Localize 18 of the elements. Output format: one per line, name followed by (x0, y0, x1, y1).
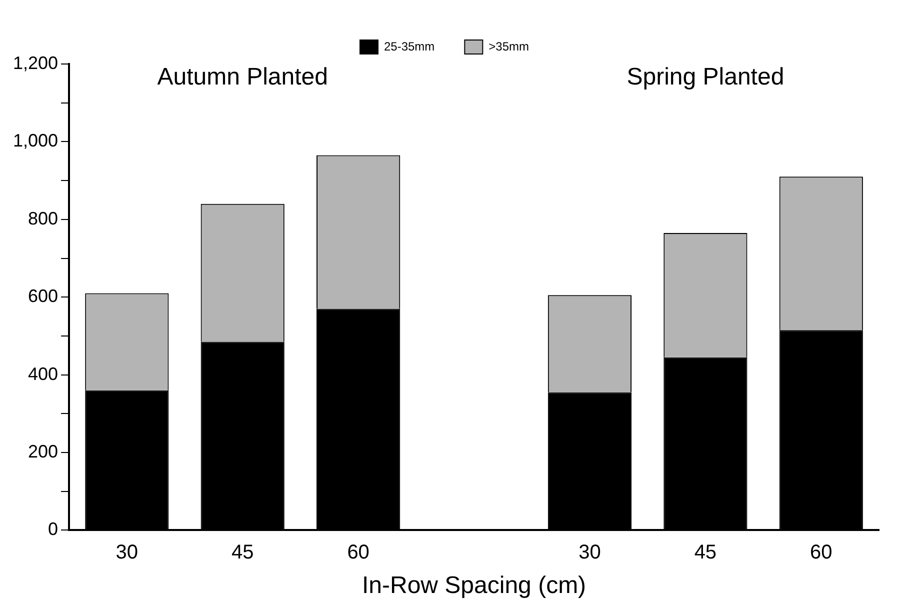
legend-label: >35mm (488, 39, 530, 54)
y-tick-label: 0 (48, 519, 58, 540)
y-tick-label: 1,000 (12, 130, 58, 151)
y-tick-label: 1,200 (12, 52, 58, 73)
y-tick-label: 800 (28, 208, 58, 228)
legend-label: 25-35mm (384, 39, 435, 54)
x-tick-label: 45 (694, 542, 717, 564)
y-tick-label: 400 (28, 364, 58, 384)
x-tick-label: 30 (116, 542, 138, 564)
x-tick-label: 45 (231, 542, 254, 564)
y-tick-label: 600 (28, 286, 58, 306)
x-tick-label: 60 (810, 542, 832, 564)
x-tick-label: 60 (347, 542, 370, 564)
x-axis-title: In-Row Spacing (cm) (362, 572, 586, 600)
annotation: Spring Planted (626, 64, 784, 91)
x-tick-label: 30 (578, 542, 601, 564)
y-tick-label: 200 (28, 441, 58, 462)
annotation: Autumn Planted (157, 64, 328, 91)
